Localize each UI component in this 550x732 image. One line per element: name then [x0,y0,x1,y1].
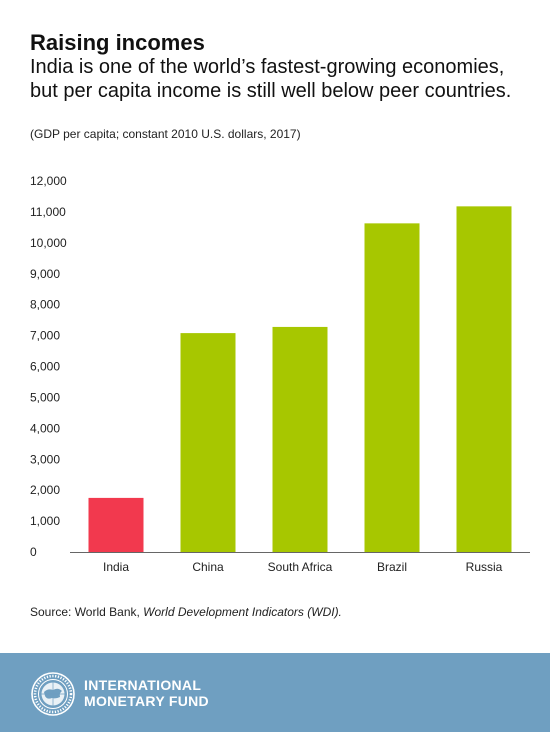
y-tick-label: 4,000 [30,421,60,435]
y-tick-label: 2,000 [30,483,60,497]
bar-india [88,497,144,552]
footer-bar: INTERNATIONAL MONETARY FUND [0,653,550,732]
y-tick-label: 1,000 [30,514,60,528]
bar-chart: 0 1,000 2,000 3,000 4,000 5,000 6,000 7,000 8,00… [30,174,530,574]
x-axis-category-labels: India China South Africa Brazil Russia [103,560,503,574]
x-category-label: Brazil [377,560,407,574]
x-category-label: China [192,560,224,574]
imf-logo-text: INTERNATIONAL MONETARY FUND [84,677,209,709]
bar-russia [456,206,512,552]
x-category-label: India [103,560,129,574]
logo-line-2: MONETARY FUND [84,693,209,709]
source-prefix: Source: World Bank, [30,605,144,619]
x-category-label: South Africa [268,560,333,574]
y-tick-label: 9,000 [30,267,60,281]
source-note: Source: World Bank, World Development In… [30,605,342,619]
y-tick-label: 8,000 [30,298,60,312]
y-tick-label: 3,000 [30,452,60,466]
logo-line-1: INTERNATIONAL [84,677,202,693]
bars [88,206,512,552]
source-publication: World Development Indicators (WDI). [143,605,342,619]
bar-brazil [364,223,420,552]
y-tick-label: 11,000 [30,205,66,219]
chart-subtitle: India is one of the world’s fastest-grow… [30,56,512,102]
imf-seal-icon [31,672,75,716]
y-tick-label: 10,000 [30,236,67,250]
chart-title: Raising incomes [30,30,205,55]
x-category-label: Russia [466,560,503,574]
bar-china [180,333,236,552]
bar-south-africa [272,326,328,552]
y-tick-label: 6,000 [30,360,60,374]
chart-units-note: (GDP per capita; constant 2010 U.S. doll… [30,127,301,141]
y-tick-label: 12,000 [30,174,67,188]
y-tick-label: 7,000 [30,329,60,343]
y-axis-tick-labels: 0 1,000 2,000 3,000 4,000 5,000 6,000 7,000 8,00… [30,174,67,559]
y-tick-label: 0 [30,545,37,559]
y-tick-label: 5,000 [30,390,60,404]
